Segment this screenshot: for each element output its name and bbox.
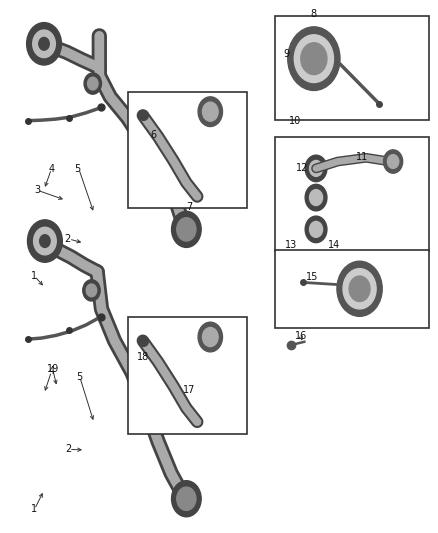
Text: 5: 5 — [74, 164, 81, 174]
Circle shape — [310, 160, 322, 176]
Circle shape — [310, 190, 322, 206]
Text: 3: 3 — [34, 185, 40, 195]
Text: 9: 9 — [283, 49, 290, 59]
Circle shape — [198, 322, 223, 352]
Text: 6: 6 — [151, 130, 157, 140]
Bar — [275, 16, 429, 119]
Text: 4: 4 — [48, 367, 54, 376]
Circle shape — [86, 284, 97, 297]
Bar — [127, 317, 247, 433]
Circle shape — [305, 216, 327, 243]
Text: 4: 4 — [48, 164, 54, 174]
Circle shape — [177, 487, 196, 511]
Text: 1: 1 — [32, 504, 38, 514]
Text: 11: 11 — [356, 152, 368, 162]
Circle shape — [294, 35, 333, 83]
Circle shape — [305, 184, 327, 211]
Text: 14: 14 — [328, 240, 340, 250]
Circle shape — [388, 155, 399, 168]
Text: 5: 5 — [77, 372, 83, 382]
Circle shape — [177, 217, 196, 241]
Circle shape — [349, 276, 370, 302]
Circle shape — [28, 220, 62, 262]
Circle shape — [172, 212, 201, 247]
Bar — [275, 136, 429, 251]
Circle shape — [202, 327, 218, 346]
Text: 19: 19 — [46, 365, 59, 374]
Circle shape — [337, 261, 382, 317]
Circle shape — [172, 481, 201, 517]
Text: 15: 15 — [307, 272, 319, 281]
Circle shape — [305, 155, 327, 182]
Text: 12: 12 — [296, 164, 308, 173]
Bar — [140, 142, 153, 154]
Bar — [127, 92, 247, 208]
Circle shape — [384, 150, 403, 173]
Circle shape — [27, 22, 61, 65]
Text: 2: 2 — [64, 234, 71, 244]
Bar — [140, 399, 153, 411]
Text: 10: 10 — [289, 116, 301, 126]
Circle shape — [198, 97, 223, 126]
Circle shape — [83, 280, 100, 301]
Text: 18: 18 — [137, 352, 149, 361]
Circle shape — [288, 27, 340, 91]
Circle shape — [88, 77, 98, 90]
Circle shape — [84, 73, 102, 94]
Circle shape — [310, 221, 322, 237]
Circle shape — [39, 37, 49, 50]
Text: 7: 7 — [186, 202, 193, 212]
Text: 8: 8 — [311, 9, 317, 19]
Text: 13: 13 — [285, 240, 297, 250]
Circle shape — [343, 269, 376, 309]
Text: 2: 2 — [66, 445, 72, 455]
Circle shape — [40, 235, 50, 247]
Circle shape — [301, 43, 327, 75]
Circle shape — [34, 227, 56, 255]
Text: 17: 17 — [183, 384, 196, 394]
Circle shape — [33, 30, 55, 58]
Text: 1: 1 — [32, 271, 38, 281]
Circle shape — [202, 102, 218, 121]
Bar — [275, 249, 429, 328]
Text: 16: 16 — [295, 332, 307, 342]
